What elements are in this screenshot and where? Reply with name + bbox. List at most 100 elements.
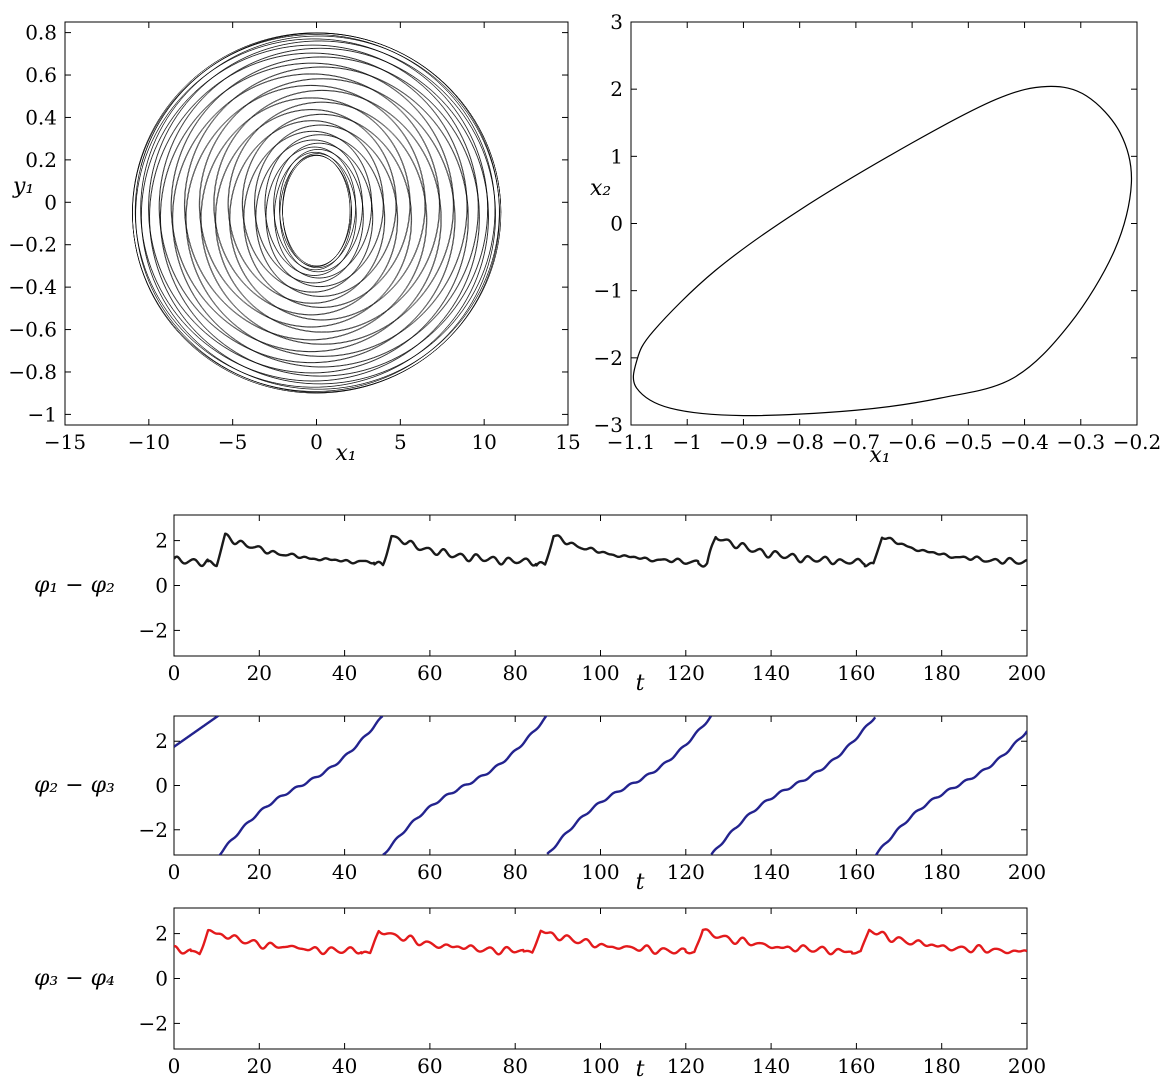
tick-marks: −1.1 −1 −0.9 −0.8 −0.7 −0.6 −0.5 −0.4 −0.3 −0.2 3 2…: [594, 10, 1162, 454]
x-tick-label: 0: [168, 661, 181, 685]
y-tick-label: −0.4: [8, 275, 57, 299]
x-tick-label: −0.6: [888, 430, 937, 454]
x-axis-label: x₁: [869, 443, 890, 468]
y-axis-label: x₂: [590, 176, 611, 201]
x-tick-label: 20: [247, 860, 272, 884]
x-tick-label: 20: [247, 661, 272, 685]
torus-trajectory-line: [132, 32, 502, 394]
x-tick-label: −15: [44, 430, 86, 454]
plot-frame: [173, 514, 1028, 657]
x-tick-label: 140: [752, 1054, 790, 1078]
phase-difference-line: [174, 928, 1027, 956]
x-tick-label: −10: [128, 430, 170, 454]
x-tick-label: 140: [752, 860, 790, 884]
y-tick-label: 2: [610, 77, 623, 101]
y-tick-label: −2: [594, 346, 623, 370]
phase-difference-line: [874, 730, 1027, 855]
phase-difference-line: [382, 716, 548, 855]
x-tick-label: 60: [417, 860, 442, 884]
x-tick-label: −0.2: [1113, 430, 1162, 454]
phase-portrait-x1-y1-plot: −15 −10 −5 0 5 10 15 0.8 0.6 0.4 0.2 0 −0.2 −0.4 −0.6 −…: [8, 21, 580, 466]
x-tick-label: 80: [502, 661, 527, 685]
phase-difference-line: [546, 716, 712, 855]
phase-difference-line: [174, 532, 1027, 568]
x-tick-label: 60: [417, 1054, 442, 1078]
y-tick-label: −0.6: [8, 318, 57, 342]
x-tick-label: 10: [471, 430, 496, 454]
y-tick-label: −3: [594, 413, 623, 437]
x-tick-label: 200: [1008, 661, 1046, 685]
x-axis-label: t: [636, 1057, 645, 1081]
x-tick-label: 140: [752, 661, 790, 685]
x-tick-label: −0.7: [832, 430, 881, 454]
phase-difference-line: [710, 716, 877, 855]
x-tick-label: 100: [581, 1054, 619, 1078]
phase-portrait-x1-x2-plot: −1.1 −1 −0.9 −0.8 −0.7 −0.6 −0.5 −0.4 −0.3 −0.2 3 2…: [590, 10, 1161, 468]
x-tick-label: 180: [923, 1054, 961, 1078]
y-tick-label: 2: [155, 922, 168, 946]
x-tick-label: −1.1: [607, 430, 656, 454]
x-tick-label: 0: [168, 860, 181, 884]
x-tick-label: 100: [581, 860, 619, 884]
y-tick-label: 0: [155, 574, 168, 598]
x-tick-label: 5: [394, 430, 407, 454]
y-tick-label: −2: [139, 618, 168, 642]
x-tick-label: 200: [1008, 1054, 1046, 1078]
x-tick-label: 180: [923, 860, 961, 884]
x-tick-label: 40: [332, 661, 357, 685]
x-tick-label: 160: [837, 661, 875, 685]
y-axis-label: φ₃ − φ₄: [34, 966, 115, 991]
series-marks: [174, 532, 1027, 568]
y-tick-label: −0.2: [8, 233, 57, 257]
x-tick-label: 15: [555, 430, 580, 454]
y-tick-label: −1: [594, 279, 623, 303]
y-tick-label: 3: [610, 10, 623, 34]
x-tick-label: 160: [837, 1054, 875, 1078]
x-tick-label: 180: [923, 661, 961, 685]
x-tick-label: 20: [247, 1054, 272, 1078]
y-tick-label: −2: [139, 1011, 168, 1035]
y-tick-label: −1: [28, 402, 57, 426]
x-tick-label: 200: [1008, 860, 1046, 884]
phase-difference-line: [218, 716, 384, 855]
x-axis-label: t: [636, 870, 645, 895]
x-axis-label: t: [636, 671, 645, 696]
x-tick-label: 120: [667, 1054, 705, 1078]
series-marks: [174, 928, 1027, 956]
x-tick-label: 60: [417, 661, 442, 685]
y-tick-label: 2: [155, 729, 168, 753]
x-tick-label: −1: [672, 430, 701, 454]
y-axis-label: y₁: [12, 174, 34, 199]
y-tick-label: 0: [610, 212, 623, 236]
x-tick-label: 80: [502, 1054, 527, 1078]
x-tick-label: 100: [581, 661, 619, 685]
phase-difference-line: [174, 716, 220, 748]
y-tick-label: 1: [610, 144, 623, 168]
series-marks: [174, 716, 1027, 855]
x-tick-label: 80: [502, 860, 527, 884]
y-axis-label: φ₂ − φ₃: [34, 773, 115, 798]
x-tick-label: −0.9: [719, 430, 768, 454]
y-tick-label: 0.6: [25, 63, 57, 87]
y-tick-label: 0: [155, 967, 168, 991]
trajectory-marks: [632, 85, 1133, 417]
y-tick-label: 0: [44, 190, 57, 214]
plot-frame: [173, 907, 1028, 1050]
x-tick-label: −0.4: [1000, 430, 1049, 454]
trajectory-marks: [132, 32, 502, 394]
y-tick-label: 0: [155, 774, 168, 798]
x-tick-label: −0.5: [944, 430, 993, 454]
tick-marks: −15 −10 −5 0 5 10 15 0.8 0.6 0.4 0.2 0 −0.2 −0.4 −0.6 −…: [8, 21, 580, 454]
x-tick-label: 0: [168, 1054, 181, 1078]
y-tick-label: 0.4: [25, 105, 57, 129]
x-tick-label: −0.8: [775, 430, 824, 454]
x-tick-label: 40: [332, 1054, 357, 1078]
plot-frame: [630, 21, 1138, 426]
